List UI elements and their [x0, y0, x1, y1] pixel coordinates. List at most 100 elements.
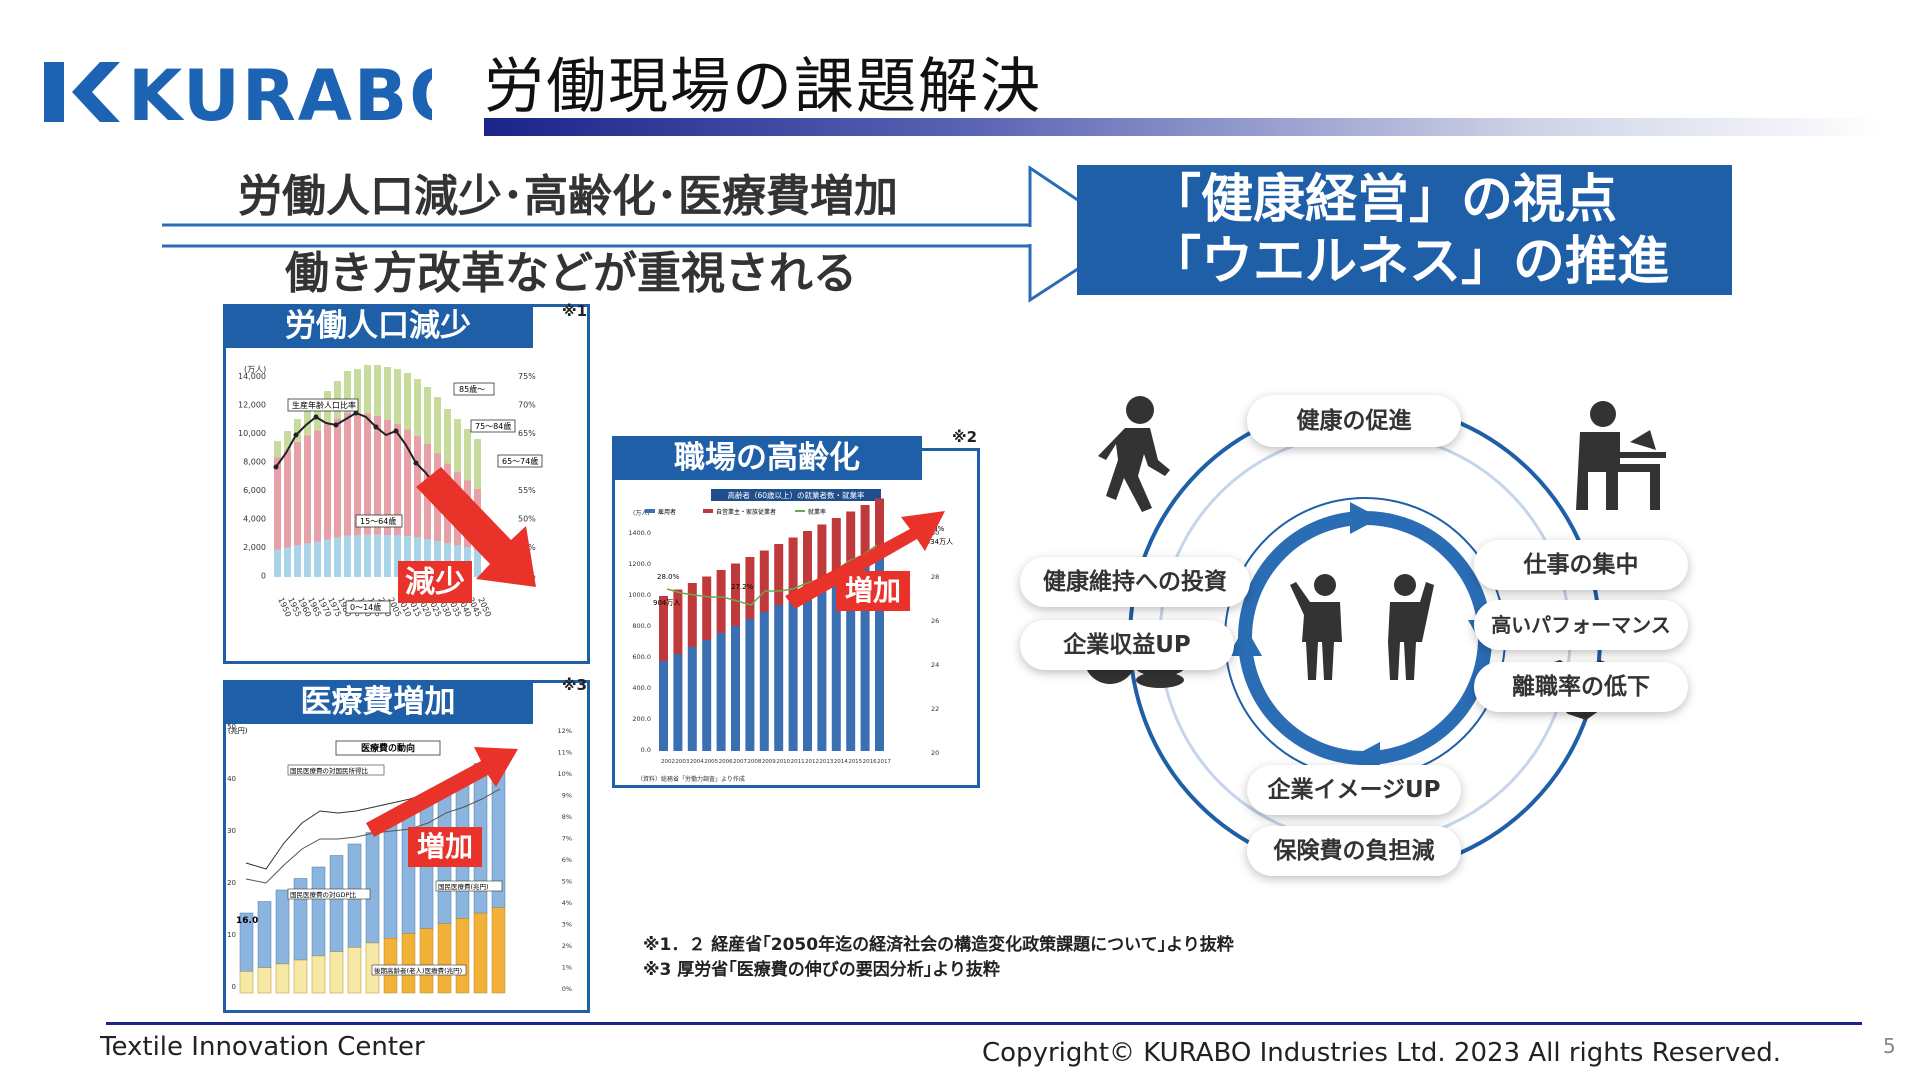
medical-y2-tick: 0%: [562, 985, 572, 993]
cycle-item-insurance-cost: 保険費の負担減: [1247, 826, 1461, 876]
labor-y-tick: 12,000: [238, 401, 266, 410]
legend-self: 自営業主・家族従業者: [716, 508, 776, 516]
labor-y-tick: 4,000: [243, 515, 266, 524]
labor-bar-elderly: [284, 431, 291, 451]
labor-y2-tick: 70%: [518, 401, 536, 410]
aging-x-tick: 2011: [791, 759, 805, 765]
medical-bar-elderly: [491, 907, 506, 994]
labor-bar-elderly: [374, 365, 381, 416]
labor-unit: (万人): [244, 365, 266, 374]
mid-rate: 27.2%: [731, 583, 754, 591]
labor-chart: (万人) 14,000 12,000 10,000 8,000 6,000 4,000 2,…: [238, 365, 543, 618]
labor-bar-elderly: [444, 409, 451, 464]
increase-arrow-medical: [366, 747, 518, 837]
key-message-banner: 「健康経営」の視点 「ウエルネス」の推進: [1077, 165, 1732, 295]
cycle-item-turnover: 離職率の低下: [1474, 662, 1688, 712]
aging-bars: [659, 498, 884, 751]
aging-bar-self: [759, 550, 769, 612]
aging-x-tick: 2013: [819, 759, 833, 765]
inner-ring: [1224, 497, 1506, 779]
medical-bar-elderly: [419, 928, 434, 994]
desk-worker-icon: [1576, 401, 1666, 510]
first-rate: 28.0%: [657, 573, 680, 581]
aging-bar-employee: [716, 633, 726, 751]
labor-bar-elderly: [384, 367, 391, 420]
first-medical-value: 16.0: [236, 916, 258, 926]
medical-bar-elderly: [239, 971, 254, 994]
aging-bar-self: [860, 505, 870, 563]
aging-y-tick: 1000.0: [628, 591, 651, 599]
aging-x-tick: 2010: [776, 759, 790, 765]
medical-y2-tick: 8%: [562, 813, 572, 821]
banner-line-2: 「ウエルネス」の推進: [1149, 232, 1670, 292]
aging-y-tick: 200.0: [632, 715, 651, 723]
labor-bar-elderly: [424, 387, 431, 444]
cycle-item-performance: 高いパフォーマンス: [1474, 600, 1688, 650]
aging-bar-employee: [659, 661, 668, 751]
cycle-item-profit-up: 企業収益UP: [1020, 620, 1234, 670]
labor-bar-young: [414, 537, 421, 577]
medical-y-tick: 10: [227, 931, 236, 939]
labor-bar-elderly: [434, 397, 441, 454]
labor-bar-young: [374, 534, 381, 577]
labor-bar-young: [384, 535, 391, 577]
aging-bar-self: [831, 518, 841, 577]
labor-bar-working: [384, 419, 391, 535]
labor-bar-elderly: [394, 369, 401, 424]
medical-bar-elderly: [311, 955, 326, 994]
labor-y2-tick: 65%: [518, 429, 536, 438]
labor-bar-working: [314, 430, 321, 542]
aging-x-tick: 2016: [863, 759, 877, 765]
aging-bar-employee: [846, 570, 856, 751]
labor-y-tick: 6,000: [243, 486, 266, 495]
labor-bar-young: [444, 543, 451, 577]
first-value: 904万人: [653, 599, 680, 607]
decrease-arrow: [416, 467, 536, 587]
aging-source: （資料）総務省「労働力調査」より作成: [637, 775, 745, 783]
aging-bar-self: [745, 557, 755, 619]
labor-bar-elderly: [404, 373, 411, 430]
aging-bar-employee: [774, 605, 784, 751]
lead-line-1: 労働人口減少･高齢化･医療費増加: [238, 171, 898, 222]
medical-bar-elderly: [275, 963, 290, 994]
medical-y2-tick: 4%: [562, 899, 572, 907]
aging-callout-box: [836, 571, 910, 611]
medical-bar-total: [257, 901, 272, 968]
panel-aging-note: ※2: [952, 428, 978, 446]
panel-aging: 高齢者（60歳以上）の就業者数・就業率 (万人) 雇用者 自営業主・家族従業者 …: [612, 448, 980, 788]
labor-bar-young: [304, 543, 311, 577]
labor-bar-young: [314, 541, 321, 577]
labor-bar-working: [374, 415, 381, 535]
aging-x-tick: 2008: [747, 759, 761, 765]
labor-bar-elderly: [344, 371, 351, 414]
labor-bar-working: [324, 424, 331, 540]
aging-bar-self: [716, 570, 726, 633]
labor-bar-working: [364, 413, 371, 535]
medical-chart: (兆円) 医療費の動向 国民医療費の対国民所得比 50 40 30 20 10 0 12%…: [227, 723, 572, 994]
medical-y-tick: 0: [232, 983, 236, 991]
aging-bar-employee: [702, 640, 712, 751]
label-15: 15～64歳: [360, 516, 396, 526]
panel-medical-title: 医療費増加: [223, 680, 533, 724]
labor-bar-young: [474, 549, 481, 577]
labor-bar-working: [274, 457, 281, 550]
aging-bar-employee: [745, 619, 755, 751]
aging-x-tick: 2005: [704, 759, 718, 765]
aging-x-tick: 2012: [805, 759, 819, 765]
labor-y2-tick: 75%: [518, 372, 536, 381]
medical-y2-tick: 11%: [558, 749, 572, 757]
medical-y-tick: 20: [227, 879, 236, 887]
labor-y2-tick: 55%: [518, 486, 536, 495]
labor-bar-working: [294, 441, 301, 546]
label-elderly: 後期高齢者(老人)医療費(兆円): [374, 966, 462, 975]
labor-y-tick: 8,000: [243, 458, 266, 467]
aging-bar-employee: [687, 647, 697, 751]
medical-y2-tick: 7%: [562, 835, 572, 843]
walking-person-icon: [1098, 396, 1170, 512]
labor-bar-working: [354, 413, 361, 536]
label-85: 85歳～: [459, 384, 485, 394]
aging-bar-self: [817, 524, 827, 584]
medical-y2-tick: 6%: [562, 856, 572, 864]
labor-bar-elderly: [274, 441, 281, 458]
medical-y2-tick: 10%: [558, 770, 572, 778]
